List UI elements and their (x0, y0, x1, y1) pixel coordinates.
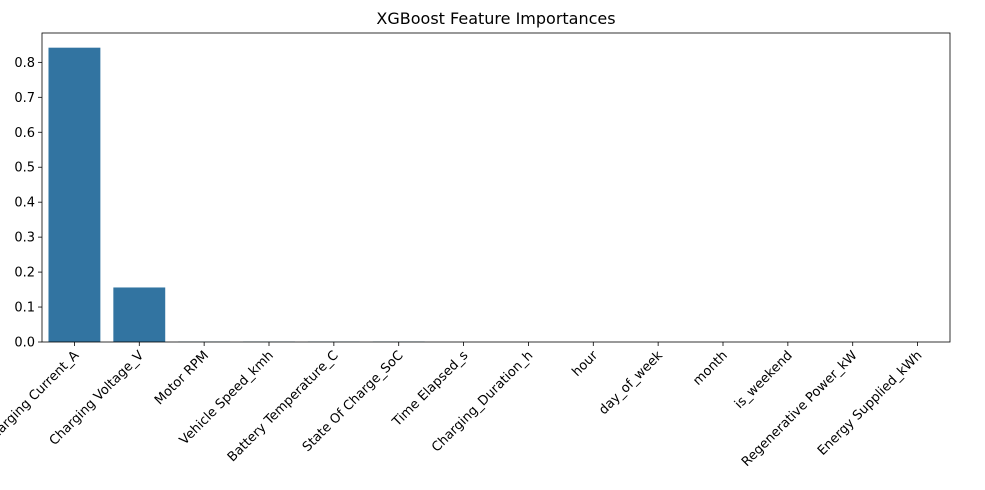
bar-0 (48, 47, 101, 342)
plot-frame (41, 32, 951, 343)
y-tick-label-7: 0.7 (14, 91, 35, 106)
bars-group (48, 47, 425, 342)
y-tick-label-2: 0.2 (14, 266, 35, 281)
y-tick-label-8: 0.8 (14, 56, 35, 71)
y-tick-label-0: 0.0 (14, 336, 35, 351)
y-axis: 0.0 0.1 0.2 0.3 0.4 0.5 0.6 0.7 0.8 (14, 56, 42, 351)
y-tick-label-3: 0.3 (14, 231, 35, 246)
x-tick-label-10: month (690, 348, 730, 388)
y-tick-label-4: 0.4 (14, 196, 35, 211)
x-tick-label-8: hour (569, 348, 601, 380)
x-tick-label-9: day_of_week (596, 348, 666, 418)
y-tick-label-1: 0.1 (14, 301, 35, 316)
x-tick-label-13: Energy Supplied_kWh (815, 348, 925, 458)
bar-1 (113, 287, 166, 342)
y-tick-label-6: 0.6 (14, 126, 35, 141)
x-tick-label-11: is_weekend (732, 348, 796, 412)
x-tick-label-4: Battery Temperature_C (225, 348, 342, 465)
y-tick-label-5: 0.5 (14, 161, 35, 176)
chart-title: XGBoost Feature Importances (376, 9, 615, 28)
x-tick-label-12: Regenerative Power_kW (739, 348, 861, 470)
x-tick-label-2: Motor RPM (152, 348, 212, 408)
